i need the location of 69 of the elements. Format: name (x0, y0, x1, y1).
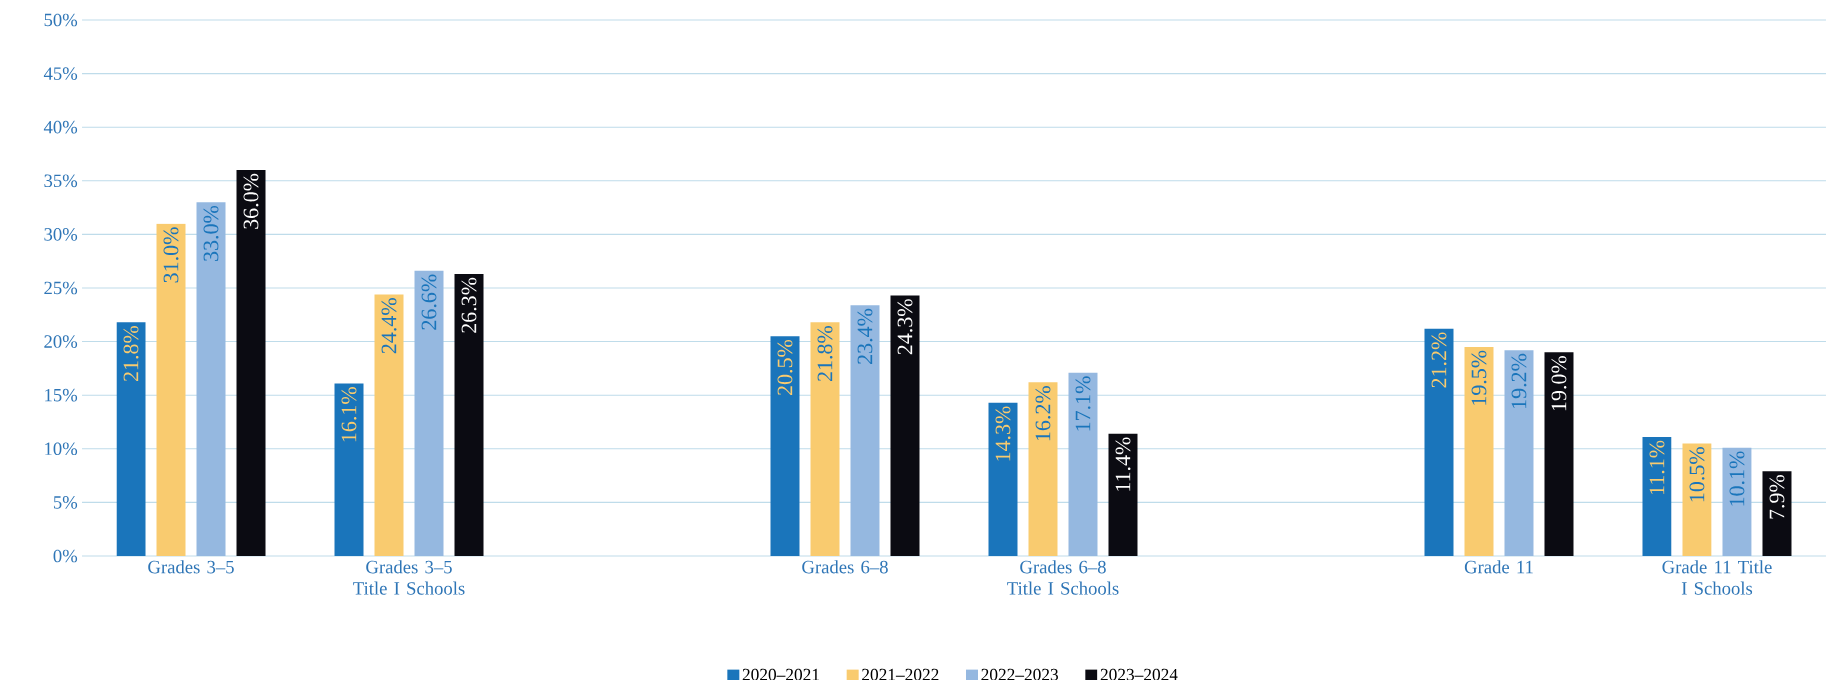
bar (414, 270, 444, 556)
bar (156, 223, 186, 556)
x-tick-label: Grades 3–5 (148, 560, 234, 574)
y-tick-label: 0% (53, 549, 78, 563)
bar (1544, 352, 1574, 556)
legend-label: 2021–2022 (862, 668, 939, 680)
data-label: 23.4% (857, 308, 873, 364)
x-tick-label: Grade 11 (1464, 560, 1533, 574)
data-label: 31.0% (163, 227, 179, 283)
y-tick-label: 35% (44, 174, 78, 188)
data-label: 21.8% (123, 325, 139, 382)
bar (810, 322, 840, 556)
x-tick-label: Grade 11 Title I Schools (1662, 560, 1772, 595)
bar (1464, 346, 1494, 556)
data-label: 26.6% (421, 274, 437, 330)
data-label: 14.3% (995, 406, 1011, 461)
y-tick-label: 50% (44, 13, 78, 27)
bar (1722, 447, 1752, 556)
data-label: 26.3% (461, 277, 477, 333)
bar (850, 305, 880, 556)
data-label: 33.0% (203, 205, 219, 261)
legend-label: 2022–2023 (981, 668, 1058, 680)
data-label: 11.4% (1115, 437, 1131, 491)
data-label: 24.3% (897, 299, 913, 355)
data-label: 16.2% (1035, 386, 1051, 441)
bar (890, 295, 920, 556)
bar (1424, 328, 1454, 556)
bar (1504, 350, 1534, 556)
bar (1028, 382, 1058, 556)
data-label: 11.1% (1649, 440, 1665, 495)
bar (196, 202, 226, 556)
legend-label: 2020–2021 (742, 668, 819, 680)
data-label: 19.5% (1471, 350, 1487, 405)
data-label: 20.5% (777, 339, 793, 396)
data-label: 36.0% (243, 173, 259, 229)
data-label: 21.8% (817, 325, 833, 382)
bar (374, 294, 404, 556)
data-label: 21.2% (1431, 332, 1447, 388)
data-label: 24.4% (381, 298, 397, 354)
y-tick-label: 30% (44, 228, 78, 241)
y-tick-label: 45% (43, 67, 78, 80)
bar (454, 274, 484, 556)
y-tick-label: 40% (43, 120, 78, 134)
bar (116, 322, 146, 556)
x-tick-label: Grades 6–8 (802, 560, 888, 574)
data-label: 10.1% (1729, 451, 1745, 506)
bar (236, 170, 266, 556)
data-label: 19.2% (1511, 353, 1527, 408)
data-label: 7.9% (1769, 474, 1785, 519)
data-label: 10.5% (1689, 447, 1705, 502)
y-tick-label: 5% (53, 496, 78, 509)
legend-label: 2023–2024 (1100, 668, 1178, 680)
bar (1762, 471, 1792, 556)
bar (770, 336, 800, 556)
bar (1642, 437, 1672, 556)
bar (334, 383, 364, 556)
y-tick-label: 15% (45, 388, 78, 402)
y-tick-label: 20% (44, 335, 78, 348)
bar (1068, 372, 1098, 556)
bar (988, 402, 1018, 556)
y-tick-label: 25% (44, 281, 78, 295)
x-tick-label: Grades 6–8 Title I Schools (1007, 560, 1119, 595)
data-label: 16.1% (341, 387, 357, 442)
x-tick-label: Grades 3–5 Title I Schools (353, 560, 465, 595)
bar (1108, 433, 1138, 556)
data-label: 19.0% (1551, 356, 1567, 411)
y-tick-label: 10% (45, 442, 78, 456)
data-label: 17.1% (1075, 376, 1091, 431)
bar (1682, 443, 1712, 556)
